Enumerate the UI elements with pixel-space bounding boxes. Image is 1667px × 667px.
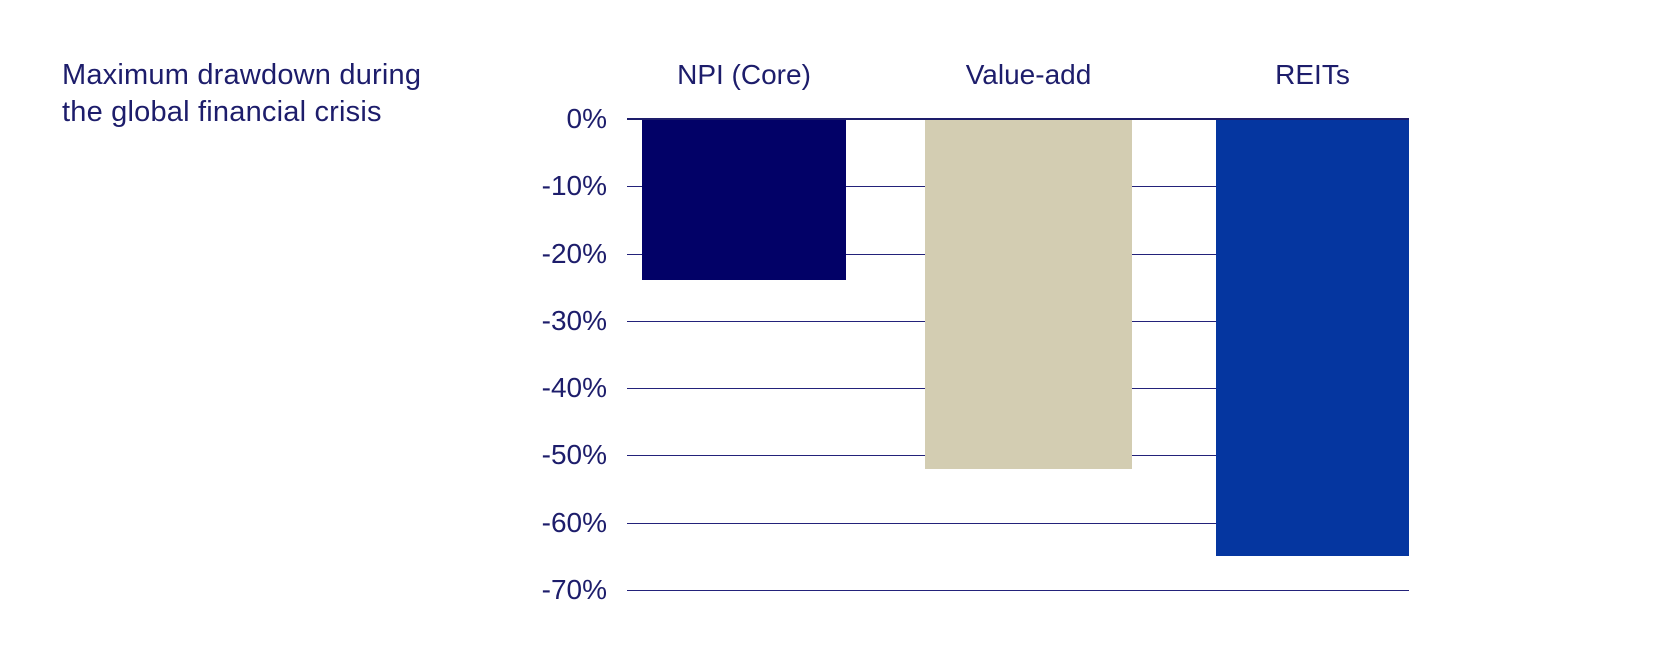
y-tick-label-0pct: 0% — [566, 103, 607, 134]
category-label-npi-core: NPI (Core) — [677, 59, 811, 90]
y-tick-label-minus-20pct: -20% — [541, 237, 607, 269]
y-tick-label-minus-60pct: -60% — [541, 506, 607, 538]
plot-area — [627, 118, 1409, 591]
bar-npi-core — [642, 119, 846, 281]
chart-title: Maximum drawdown during the global finan… — [62, 57, 421, 131]
category-label-reits: REITs — [1275, 59, 1350, 90]
y-tick-label-minus-40pct: -40% — [541, 372, 607, 404]
y-tick-label-minus-50pct: -50% — [541, 439, 607, 471]
y-tick-label-minus-70pct: -70% — [541, 574, 607, 605]
chart-title-line-1: Maximum drawdown during — [62, 59, 422, 91]
gridline-minus-70pct — [627, 590, 1409, 591]
zero-axis-line — [627, 118, 1409, 120]
gridline-minus-60pct — [627, 522, 1409, 524]
bar-reits — [1216, 119, 1409, 557]
category-label-value-add: Value-add — [965, 59, 1092, 90]
y-tick-label-minus-30pct: -30% — [541, 304, 607, 336]
y-tick-label-minus-10pct: -10% — [541, 170, 607, 202]
bar-value-add — [925, 119, 1132, 469]
chart-title-line-2: the global financial crisis — [62, 96, 382, 128]
